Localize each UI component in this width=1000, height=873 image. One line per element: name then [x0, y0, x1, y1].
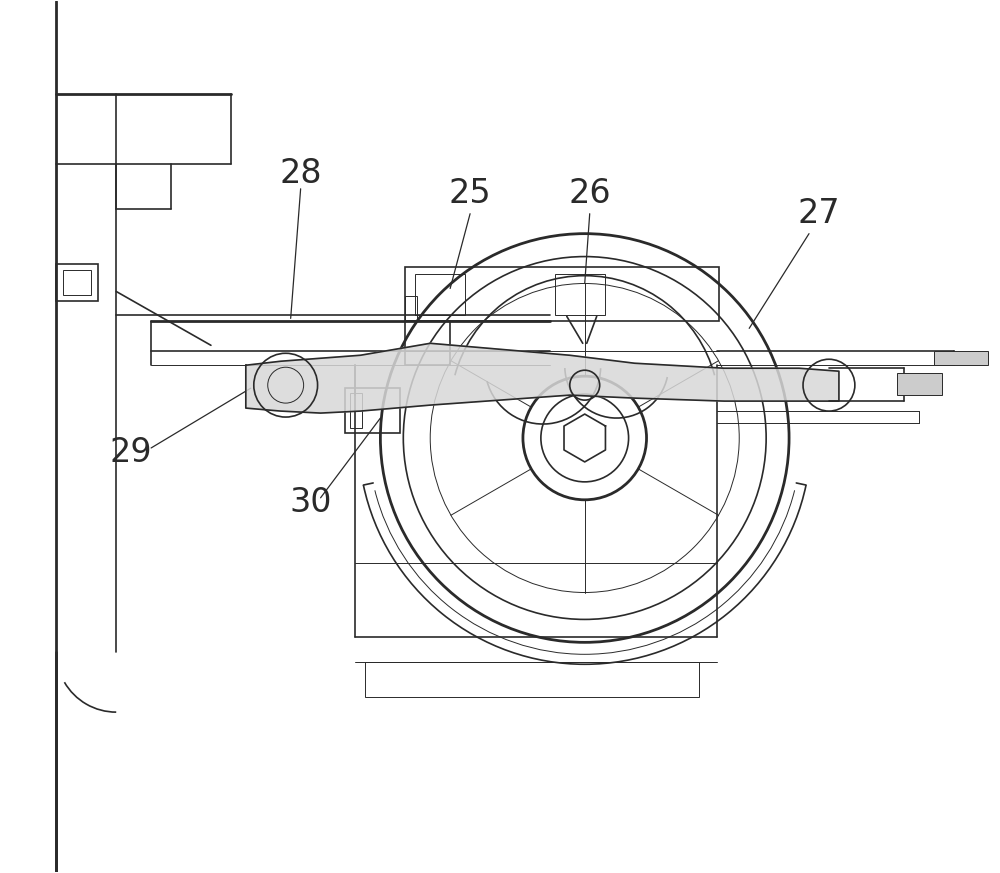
Bar — [934, 351, 988, 365]
Bar — [405, 321, 450, 365]
Bar — [415, 273, 465, 315]
Bar — [350, 393, 362, 428]
Bar — [56, 264, 98, 301]
Text: 30: 30 — [289, 486, 332, 519]
Polygon shape — [246, 343, 839, 413]
Bar — [897, 373, 942, 395]
Bar — [63, 270, 91, 295]
Bar — [365, 663, 699, 698]
Text: 27: 27 — [798, 197, 840, 230]
Bar — [405, 266, 719, 321]
Text: 29: 29 — [110, 436, 152, 470]
Bar — [345, 388, 400, 433]
Text: 25: 25 — [449, 177, 491, 210]
Polygon shape — [564, 414, 605, 462]
Bar — [405, 297, 417, 321]
Text: 26: 26 — [568, 177, 611, 210]
Bar — [555, 273, 605, 315]
Text: 28: 28 — [279, 157, 322, 190]
